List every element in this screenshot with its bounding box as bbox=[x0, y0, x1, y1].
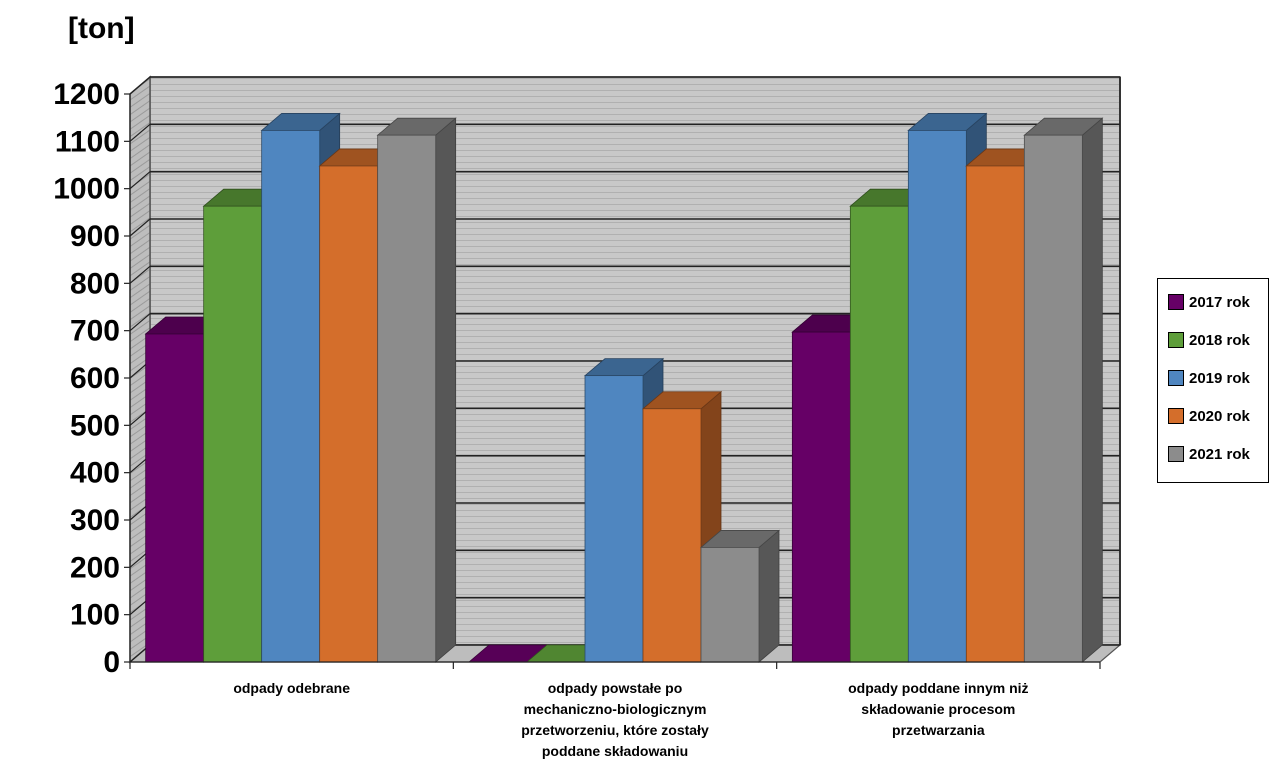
bar-front bbox=[849, 205, 909, 663]
category-label-line: składowanie procesom bbox=[861, 701, 1016, 717]
bar-front bbox=[965, 165, 1025, 663]
y-tick-label: 1100 bbox=[55, 125, 120, 158]
legend-item: 2018 rok bbox=[1168, 330, 1250, 350]
legend-item: 2019 rok bbox=[1168, 368, 1250, 388]
legend-swatch bbox=[1168, 332, 1184, 348]
y-tick-label: 500 bbox=[70, 409, 120, 442]
category-label-line: przetworzeniu, które zostały bbox=[521, 722, 709, 738]
y-tick-label: 600 bbox=[70, 362, 120, 395]
bar bbox=[1023, 117, 1104, 663]
y-tick-label: 800 bbox=[70, 267, 120, 300]
bar bbox=[699, 529, 781, 663]
y-axis-label: [ton] bbox=[68, 12, 135, 45]
y-tick-label: 0 bbox=[103, 646, 120, 679]
bar-front bbox=[907, 130, 967, 663]
bar-front bbox=[791, 331, 851, 663]
legend-swatch bbox=[1168, 446, 1184, 462]
legend-label: 2018 rok bbox=[1189, 331, 1250, 349]
legend-swatch bbox=[1168, 294, 1184, 310]
category-label-line: odpady odebrane bbox=[233, 680, 350, 696]
bar-front bbox=[261, 130, 321, 663]
y-tick-label: 1200 bbox=[53, 78, 120, 111]
axes: 0 100 200 300 400 500 600 700 800 900 1000 1100 1200 bbox=[53, 78, 1101, 679]
legend-label: 2021 rok bbox=[1189, 445, 1250, 463]
gridline-side bbox=[129, 218, 151, 237]
gridline-side bbox=[129, 313, 151, 332]
bar-front bbox=[145, 333, 205, 663]
category-label: odpady odebrane bbox=[142, 678, 442, 699]
bar-side bbox=[1081, 117, 1103, 663]
category-label-line: poddane składowaniu bbox=[541, 743, 689, 759]
legend-label: 2019 rok bbox=[1189, 369, 1250, 387]
bar bbox=[376, 117, 457, 663]
y-tick-label: 300 bbox=[70, 504, 120, 537]
y-tick-label: 1000 bbox=[53, 173, 120, 206]
gridline-side bbox=[129, 265, 151, 284]
legend-swatch bbox=[1168, 370, 1184, 386]
bar-front bbox=[642, 408, 702, 663]
category-label-line: odpady poddane innym niż bbox=[848, 680, 1029, 696]
y-tick-label: 100 bbox=[70, 599, 120, 632]
legend-label: 2017 rok bbox=[1189, 293, 1250, 311]
legend-item: 2021 rok bbox=[1168, 444, 1250, 464]
bar-front bbox=[203, 205, 263, 663]
gridline-side bbox=[129, 171, 151, 190]
category-label-line: przetwarzania bbox=[892, 722, 985, 738]
bar-side bbox=[758, 529, 780, 663]
bars bbox=[144, 112, 1104, 663]
bar-front bbox=[700, 547, 760, 663]
category-label: odpady powstałe po mechaniczno-biologiczn… bbox=[465, 678, 765, 762]
legend-swatch bbox=[1168, 408, 1184, 424]
legend-item: 2017 rok bbox=[1168, 292, 1250, 312]
bar-front bbox=[377, 134, 437, 663]
y-tick-label: 400 bbox=[70, 457, 120, 490]
category-label: odpady poddane innym niż składowanie proc… bbox=[788, 678, 1088, 741]
y-tick-label: 700 bbox=[70, 315, 120, 348]
legend-item: 2020 rok bbox=[1168, 406, 1250, 426]
gridline-side bbox=[129, 123, 151, 142]
legend: 2017 rok 2018 rok 2019 rok 2020 rok 2021 rok bbox=[1157, 278, 1269, 483]
y-tick-label: 900 bbox=[70, 220, 120, 253]
bar-front bbox=[319, 165, 379, 663]
y-tick-label: 200 bbox=[70, 551, 120, 584]
legend-label: 2020 rok bbox=[1189, 407, 1250, 425]
bar-front bbox=[584, 375, 644, 663]
bar-front bbox=[1023, 134, 1083, 663]
category-label-line: mechaniczno-biologicznym bbox=[523, 701, 707, 717]
bar-side bbox=[435, 117, 457, 663]
category-label-line: odpady powstałe po bbox=[547, 680, 683, 696]
gridline-side bbox=[129, 76, 151, 95]
